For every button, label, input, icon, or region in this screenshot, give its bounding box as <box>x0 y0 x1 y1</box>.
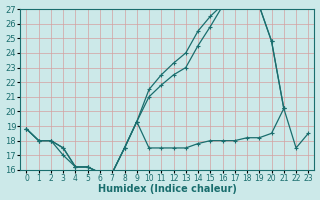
X-axis label: Humidex (Indice chaleur): Humidex (Indice chaleur) <box>98 184 237 194</box>
